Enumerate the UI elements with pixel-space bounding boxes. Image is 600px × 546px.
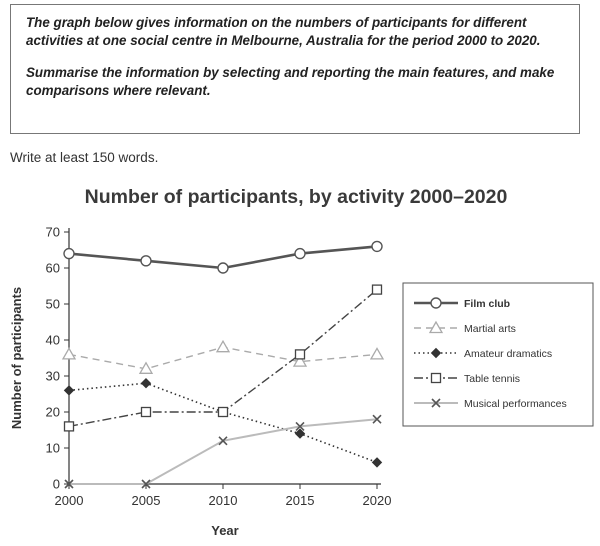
legend-label-film-club: Film club [464, 298, 510, 310]
data-point-table-tennis [371, 284, 383, 295]
y-tick-label: 0 [53, 477, 60, 492]
x-tick-label: 2015 [286, 493, 315, 508]
data-point-amateur-dramatics [63, 385, 75, 396]
legend-label-musical-performances: Musical performances [464, 398, 567, 410]
y-axis-label: Number of participants [9, 287, 24, 429]
data-point-table-tennis [294, 349, 306, 360]
y-tick-label: 40 [46, 333, 60, 348]
legend-marker-amateur-dramatics [430, 347, 442, 359]
task-paragraph-2: Summarise the information by selecting a… [26, 65, 555, 98]
x-marker-stroke [295, 421, 305, 431]
data-point-musical-performances [141, 479, 151, 489]
data-point-martial-arts [369, 347, 385, 360]
data-point-table-tennis [140, 406, 152, 418]
word-count-instruction: Write at least 150 words. [10, 150, 159, 165]
data-point-film-club [371, 240, 383, 253]
task-box: The graph below gives information on the… [10, 4, 580, 134]
data-point-table-tennis [63, 421, 75, 432]
x-marker-stroke [141, 479, 151, 489]
data-point-film-club [294, 247, 306, 260]
y-tick-label: 50 [46, 297, 60, 312]
data-point-martial-arts [292, 354, 308, 367]
legend-marker-musical-performances [431, 398, 441, 408]
y-tick-label: 20 [46, 405, 60, 420]
y-tick-label: 60 [46, 261, 60, 276]
x-marker-stroke [372, 414, 382, 424]
data-point-table-tennis [217, 406, 229, 418]
y-tick-label: 10 [46, 441, 60, 456]
x-marker-stroke [64, 479, 74, 489]
y-tick-label: 30 [46, 369, 60, 384]
data-point-musical-performances [64, 479, 74, 489]
legend-label-table-tennis: Table tennis [464, 373, 520, 385]
data-point-musical-performances [218, 436, 228, 446]
data-point-film-club [63, 247, 75, 260]
y-tick-label: 70 [46, 225, 60, 240]
task-paragraph-1: The graph below gives information on the… [26, 15, 541, 48]
data-point-amateur-dramatics [371, 457, 383, 468]
legend-marker-table-tennis [430, 372, 442, 384]
x-tick-label: 2010 [209, 493, 238, 508]
x-tick-label: 2005 [132, 493, 161, 508]
data-point-martial-arts [215, 339, 231, 353]
series-line-amateur-dramatics [68, 382, 378, 464]
data-point-film-club [140, 255, 152, 267]
data-point-martial-arts [138, 361, 154, 374]
x-tick-label: 2020 [363, 493, 392, 508]
data-point-musical-performances [372, 414, 382, 424]
legend-marker-film-club [430, 297, 442, 309]
data-point-film-club [217, 262, 229, 274]
data-point-musical-performances [295, 421, 305, 431]
legend-label-amateur-dramatics: Amateur dramatics [464, 348, 552, 360]
series-line-musical-performances [69, 418, 378, 485]
chart-title: Number of participants, by activity 2000… [84, 186, 508, 208]
x-tick-label: 2000 [55, 493, 84, 508]
series-line-table-tennis [68, 289, 378, 428]
data-point-amateur-dramatics [140, 377, 152, 389]
data-point-amateur-dramatics [294, 428, 306, 439]
x-marker-stroke [431, 398, 441, 408]
x-marker-stroke [218, 436, 228, 446]
legend-label-martial-arts: Martial arts [464, 323, 516, 335]
legend-marker-martial-arts [428, 320, 444, 334]
data-point-martial-arts [61, 347, 77, 360]
x-axis-label: Year [211, 523, 238, 538]
